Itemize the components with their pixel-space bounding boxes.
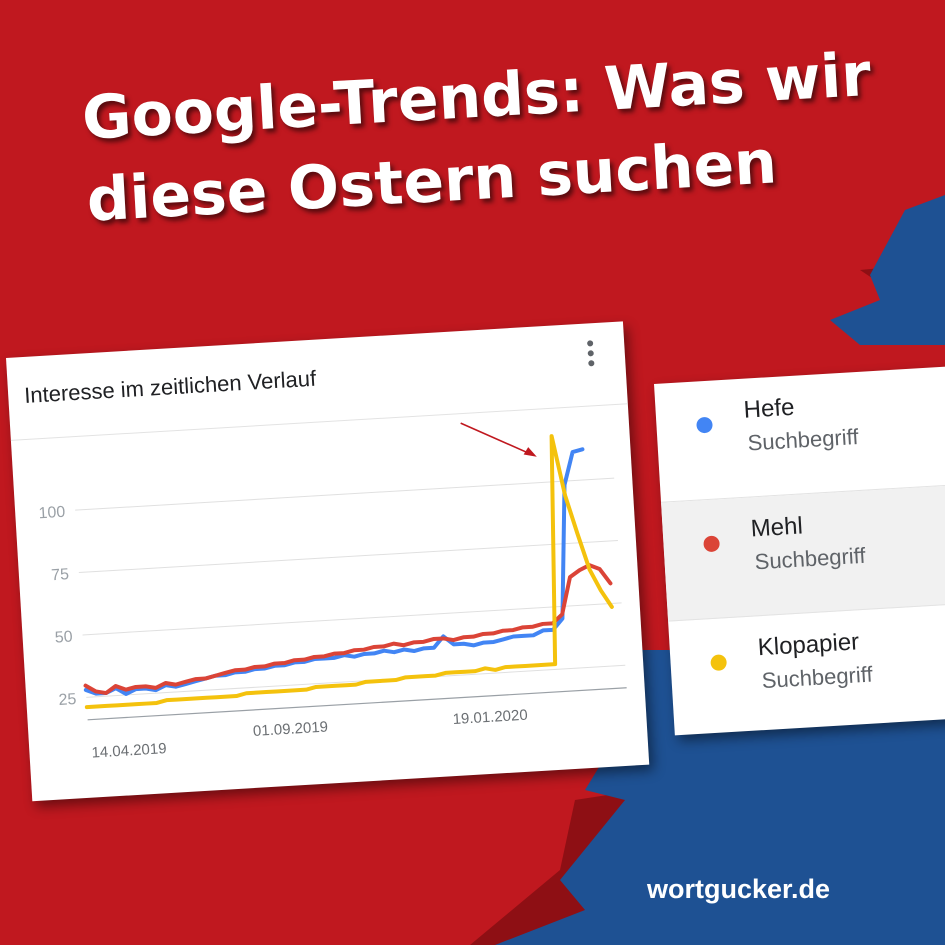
tick-layer: 100 75 50 25 14.04.2019 01.09.2019 19.01.2020	[38, 504, 528, 762]
annotation-arrow-line	[460, 422, 533, 456]
legend-name-mehl: Mehl	[749, 512, 804, 543]
chart-card: Interesse im zeitlichen Verlauf 100 75 50 2…	[6, 321, 650, 802]
x-tick-label: 01.09.2019	[253, 719, 329, 740]
series-line-hefe	[83, 447, 585, 696]
legend-sub-klopapier: Suchbegriff	[761, 661, 874, 694]
gridline-y-2	[82, 602, 622, 636]
legend-item-hefe[interactable]: Hefe Suchbegriff	[654, 365, 945, 503]
series-line-klopapier	[84, 434, 614, 710]
gridline-y-1	[78, 540, 618, 574]
gridline-y-0	[75, 477, 615, 511]
trend-chart: 100 75 50 25 14.04.2019 01.09.2019 19.01.2020	[38, 422, 627, 762]
legend-dot-hefe	[696, 416, 713, 434]
gridline-y-3	[86, 664, 626, 698]
more-vert-icon[interactable]	[582, 337, 600, 374]
x-tick-label: 14.04.2019	[91, 740, 167, 761]
y-tick-label: 50	[54, 629, 73, 647]
grid-layer	[75, 477, 627, 721]
chart-baseline	[87, 687, 627, 721]
legend-dot-klopapier	[710, 654, 728, 672]
legend-item-klopapier[interactable]: Klopapier Suchbegriff	[668, 602, 945, 736]
legend-name-hefe: Hefe	[742, 393, 796, 424]
y-tick-label: 100	[38, 504, 66, 523]
series-line-mehl	[83, 563, 613, 696]
legend-card: Hefe Suchbegriff Mehl Suchbegriff Klopap…	[654, 365, 945, 736]
series-layer	[83, 434, 614, 710]
y-tick-label: 75	[51, 566, 70, 584]
accent-shape-blue-top	[830, 195, 945, 345]
annotation-arrow-head	[523, 447, 537, 457]
y-tick-label: 25	[58, 691, 77, 709]
legend-sub-mehl: Suchbegriff	[753, 542, 867, 575]
site-label: wortgucker.de	[647, 874, 831, 904]
chart-card-title: Interesse im zeitlichen Verlauf	[23, 365, 317, 408]
legend-sub-hefe: Suchbegriff	[746, 423, 860, 456]
annotation-layer	[460, 422, 537, 457]
legend-name-klopapier: Klopapier	[757, 628, 860, 662]
legend-item-mehl[interactable]: Mehl Suchbegriff	[661, 483, 945, 622]
legend-dot-mehl	[703, 535, 721, 553]
x-tick-label: 19.01.2020	[452, 707, 528, 728]
